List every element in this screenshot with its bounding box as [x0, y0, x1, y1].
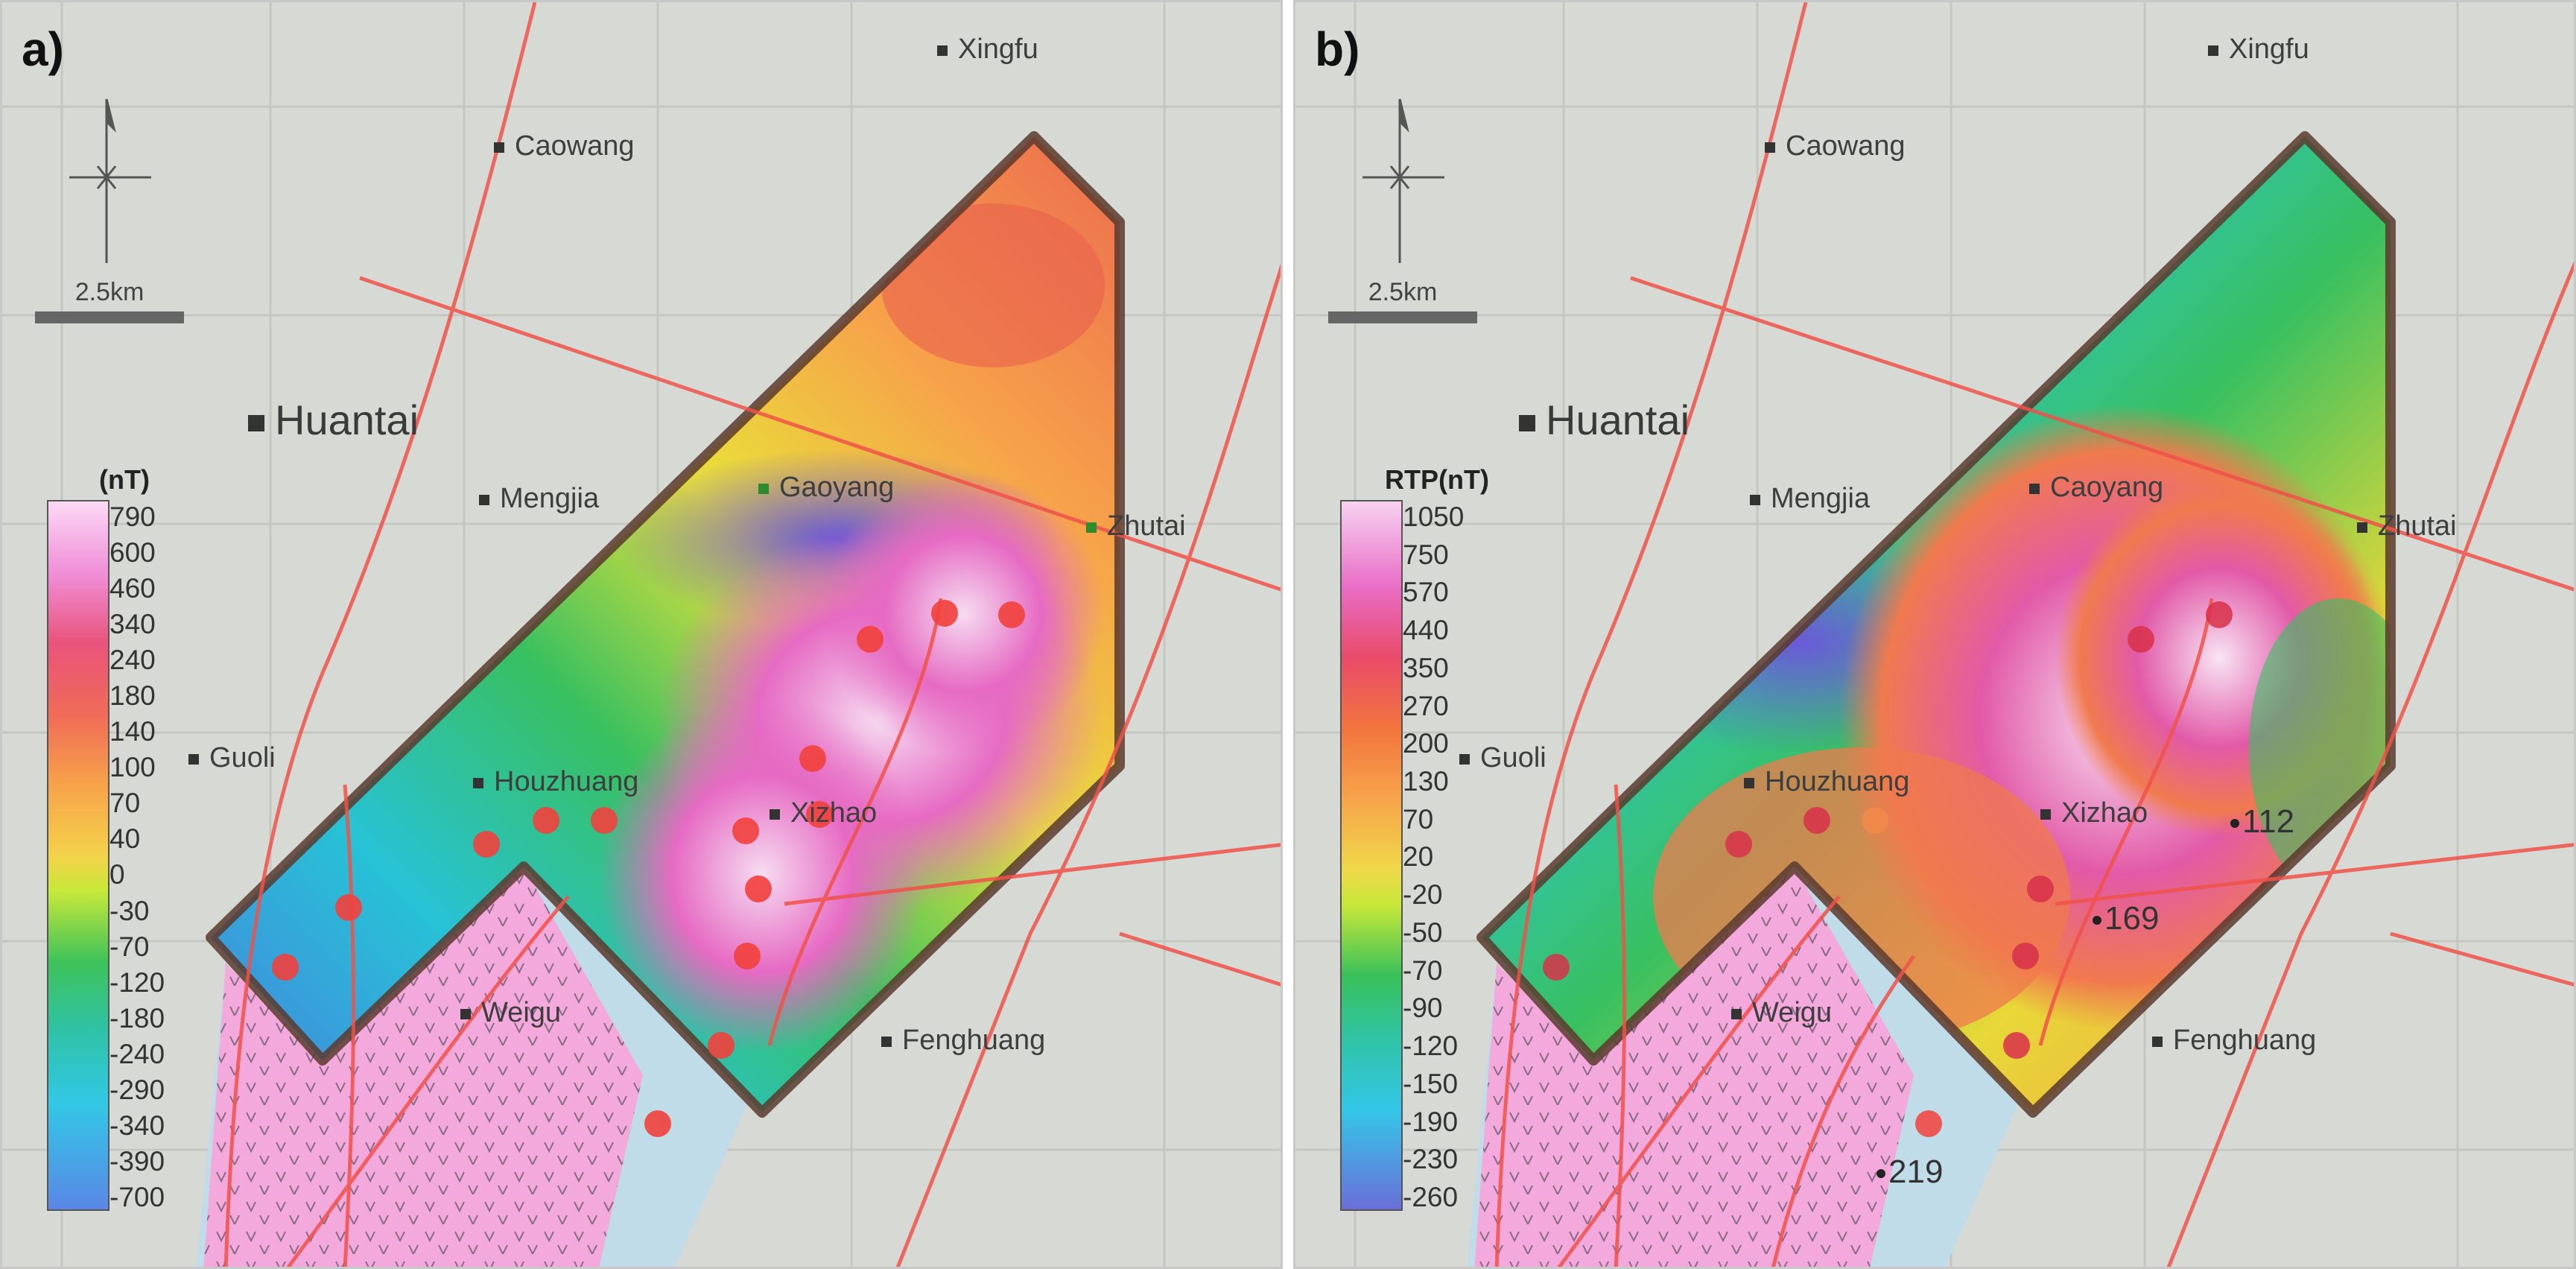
place-huantai: Huantai	[1519, 396, 1690, 444]
legend-label: -260	[1403, 1181, 1459, 1212]
point-label: 112	[2230, 803, 2294, 841]
legend-title: (nT)	[99, 464, 150, 495]
legend-label: 0	[110, 859, 125, 890]
legend-label: -120	[1403, 1031, 1459, 1062]
legend-label: -190	[1403, 1106, 1459, 1137]
legend-color-bar	[47, 500, 110, 1211]
legend-label: -180	[110, 1002, 165, 1034]
legend-label: -390	[110, 1145, 165, 1177]
legend-label: 600	[110, 537, 156, 569]
legend-label: 70	[1403, 803, 1434, 835]
place-huantai: Huantai	[248, 396, 419, 444]
legend-label: -700	[110, 1181, 165, 1212]
legend-label: 100	[110, 752, 156, 783]
color-legend: RTP(nT) 1050 750 570 440 350 270 200 130 70 20 -20…	[1340, 464, 1489, 1211]
legend-color-bar	[1340, 500, 1403, 1211]
legend-label: -50	[1403, 917, 1443, 948]
legend-label: 570	[1403, 577, 1449, 608]
drill-points	[1543, 601, 2233, 1137]
legend-label: 180	[110, 680, 156, 712]
place-xingfu: Xingfu	[937, 34, 1038, 66]
legend-label: 140	[110, 716, 156, 747]
fault-lines	[1494, 2, 2574, 1267]
legend-label: -240	[110, 1038, 165, 1069]
legend-label: 350	[1403, 652, 1449, 683]
place-zhutai: Zhutai	[1086, 510, 1186, 542]
scale-bar-line	[35, 311, 184, 323]
scale-label: 2.5km	[1368, 278, 1438, 306]
place-zhutai: Zhutai	[2357, 510, 2457, 542]
north-arrow	[69, 98, 151, 263]
panel-label: a)	[22, 22, 64, 76]
color-legend: (nT) 790 600 460 340 240 180 140 100 70 40 0 -30 -70…	[47, 464, 165, 1211]
legend-label: 20	[1403, 841, 1434, 873]
place-xizhao: Xizhao	[2040, 797, 2148, 829]
legend-label: 240	[110, 645, 156, 676]
legend-label: 750	[1403, 539, 1449, 570]
place-caoyang: Caoyang	[2029, 472, 2163, 504]
legend-labels: 1050 750 570 440 350 270 200 130 70 20 -20 -50 -70 -9…	[1403, 503, 1464, 1211]
legend-label: -230	[1403, 1144, 1459, 1175]
legend-label: 70	[110, 788, 141, 819]
place-fenghuang: Fenghuang	[2152, 1025, 2316, 1057]
place-mengjia: Mengjia	[479, 483, 599, 515]
legend-label: -90	[1403, 993, 1443, 1024]
fault-lines	[223, 2, 1281, 1267]
place-houzhuang: Houzhuang	[473, 766, 638, 798]
legend-label: -340	[110, 1110, 165, 1141]
legend-label: -120	[110, 966, 165, 998]
place-weigu: Weigu	[1731, 997, 1832, 1029]
drill-points	[272, 600, 1025, 1137]
panel-label: b)	[1315, 22, 1360, 76]
legend-label: -30	[110, 895, 150, 926]
place-fenghuang: Fenghuang	[881, 1025, 1045, 1057]
legend-label: 270	[1403, 690, 1449, 721]
north-arrow	[1362, 98, 1444, 263]
legend-label: 440	[1403, 615, 1449, 646]
map-canvas-b	[1295, 2, 2574, 1267]
place-caowang: Caowang	[1765, 130, 1906, 162]
legend-label: 40	[110, 823, 141, 855]
scale-label: 2.5km	[74, 278, 145, 306]
legend-label: -70	[110, 931, 150, 962]
legend-label: 790	[110, 501, 156, 532]
legend-title: RTP(nT)	[1385, 464, 1489, 495]
place-gaoyang: Gaoyang	[758, 472, 894, 504]
panel-b: b) 2.5km Xingfu Caowang Huantai Mengjia …	[1293, 0, 2576, 1269]
legend-label: 1050	[1403, 501, 1465, 532]
legend-label: 340	[110, 609, 156, 640]
intrusion-hatch	[203, 867, 643, 1267]
legend-label: 130	[1403, 766, 1449, 797]
place-mengjia: Mengjia	[1750, 483, 1870, 515]
legend-label: -150	[1403, 1068, 1459, 1099]
legend-labels: 790 600 460 340 240 180 140 100 70 40 0 -30 -70 -120 -…	[110, 503, 165, 1211]
scale-bar-line	[1328, 311, 1477, 323]
legend-label: 460	[110, 573, 156, 604]
place-guoli: Guoli	[188, 742, 276, 774]
place-xingfu: Xingfu	[2208, 34, 2309, 66]
legend-label: 200	[1403, 728, 1449, 759]
scale-bar: 2.5km	[1328, 278, 1477, 323]
place-houzhuang: Houzhuang	[1744, 766, 1909, 798]
legend-label: -20	[1403, 879, 1443, 911]
point-label: 219	[1877, 1154, 1943, 1191]
survey-boundary	[206, 131, 1125, 1118]
scale-bar: 2.5km	[35, 278, 184, 323]
legend-label: -70	[1403, 955, 1443, 986]
point-label: 169	[2093, 900, 2159, 937]
place-xizhao: Xizhao	[770, 797, 877, 829]
place-caowang: Caowang	[494, 130, 635, 162]
panel-a: a) 2.5km Xingfu Caowang Huantai Mengjia …	[0, 0, 1283, 1269]
place-weigu: Weigu	[460, 997, 561, 1029]
place-guoli: Guoli	[1459, 742, 1546, 774]
survey-boundary	[1476, 131, 2396, 1118]
map-canvas-a	[2, 2, 1281, 1267]
legend-label: -290	[110, 1074, 165, 1105]
